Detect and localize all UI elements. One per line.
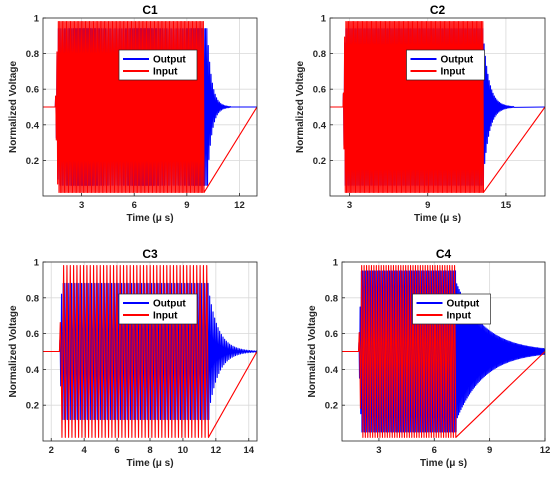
y-tick-label: 1 — [333, 258, 339, 269]
y-tick-label: 0.6 — [26, 85, 39, 96]
chart-panel-2: 3 9 15 0.2 0.4 0.6 0.8 1 C2 Time (μ s) Normalized … — [295, 3, 546, 224]
series-line-input — [330, 21, 545, 193]
y-axis-label: Normalized Voltage — [307, 305, 318, 397]
x-tick-label: 12 — [211, 445, 222, 456]
x-tick-label: 14 — [243, 445, 254, 456]
y-tick-label: 1 — [321, 14, 327, 25]
y-tick-label: 0.2 — [26, 401, 39, 412]
y-axis-label: Normalized Voltage — [8, 305, 19, 397]
series-line-input — [43, 21, 257, 193]
y-tick-label: 1 — [34, 258, 40, 269]
legend-label-input: Input — [447, 311, 472, 322]
y-tick-label: 0.8 — [313, 49, 326, 60]
x-tick-label: 10 — [178, 445, 189, 456]
x-tick-label: 4 — [82, 445, 88, 456]
series-line-input — [342, 265, 545, 438]
legend-label-input: Input — [153, 67, 178, 78]
chart-title: C2 — [430, 3, 446, 17]
legend-label-output: Output — [153, 299, 186, 310]
axes-box — [329, 17, 546, 197]
x-tick-label: 6 — [132, 200, 137, 211]
y-tick-label: 0.4 — [26, 120, 40, 131]
x-tick-label: 6 — [432, 445, 437, 456]
x-tick-label: 9 — [425, 200, 430, 211]
chart-title: C1 — [142, 3, 158, 17]
y-axis-label: Normalized Voltage — [295, 61, 306, 153]
x-tick-label: 3 — [79, 200, 84, 211]
chart-panel-3: 2 4 6 8 10 12 14 0.2 0.4 0.6 0.8 1 C3 Time (μ s) Norma… — [8, 247, 258, 469]
y-tick-label: 0.6 — [313, 85, 326, 96]
x-tick-label: 8 — [147, 445, 152, 456]
y-tick-label: 0.8 — [26, 49, 39, 60]
y-tick-label: 0.4 — [26, 365, 40, 376]
chart-title: C4 — [436, 247, 452, 261]
x-tick-label: 12 — [234, 200, 245, 211]
legend-label-output: Output — [153, 55, 186, 66]
axes-box — [42, 17, 258, 197]
y-tick-label: 0.2 — [313, 156, 326, 167]
y-tick-label: 0.8 — [325, 293, 338, 304]
y-tick-label: 0.2 — [325, 401, 338, 412]
y-tick-label: 0.4 — [325, 365, 339, 376]
y-axis-label: Normalized Voltage — [8, 61, 19, 153]
x-tick-label: 2 — [49, 445, 54, 456]
legend-label-output: Output — [447, 299, 480, 310]
legend-box — [406, 49, 485, 81]
x-tick-label: 6 — [114, 445, 119, 456]
chart-title: C3 — [142, 247, 158, 261]
y-tick-label: 0.6 — [325, 329, 338, 340]
x-tick-label: 3 — [376, 445, 381, 456]
legend-label-input: Input — [441, 67, 466, 78]
y-tick-label: 0.8 — [26, 293, 39, 304]
x-axis-label: Time (μ s) — [414, 213, 461, 224]
axes-box — [341, 261, 546, 442]
chart-panel-4: 3 6 9 12 0.2 0.4 0.6 0.8 1 C4 Time (μ s) Normalized… — [307, 247, 550, 469]
x-axis-label: Time (μ s) — [126, 458, 173, 469]
y-tick-label: 0.6 — [26, 329, 39, 340]
y-tick-label: 0.4 — [313, 120, 327, 131]
x-tick-label: 12 — [540, 445, 550, 456]
legend-label-output: Output — [441, 55, 474, 66]
x-tick-label: 15 — [501, 200, 512, 211]
chart-panel-1: 3 6 9 12 0.2 0.4 0.6 0.8 1 C1 Time (μ s) Normalized… — [8, 3, 258, 224]
x-tick-label: 3 — [347, 200, 352, 211]
x-axis-label: Time (μ s) — [420, 458, 467, 469]
x-tick-label: 9 — [184, 200, 189, 211]
y-tick-label: 1 — [34, 14, 40, 25]
legend-box — [118, 293, 198, 325]
x-tick-label: 9 — [487, 445, 492, 456]
legend-box — [412, 293, 491, 325]
legend-box — [118, 49, 198, 81]
x-axis-label: Time (μ s) — [126, 213, 173, 224]
y-tick-label: 0.2 — [26, 156, 39, 167]
legend-label-input: Input — [153, 311, 178, 322]
